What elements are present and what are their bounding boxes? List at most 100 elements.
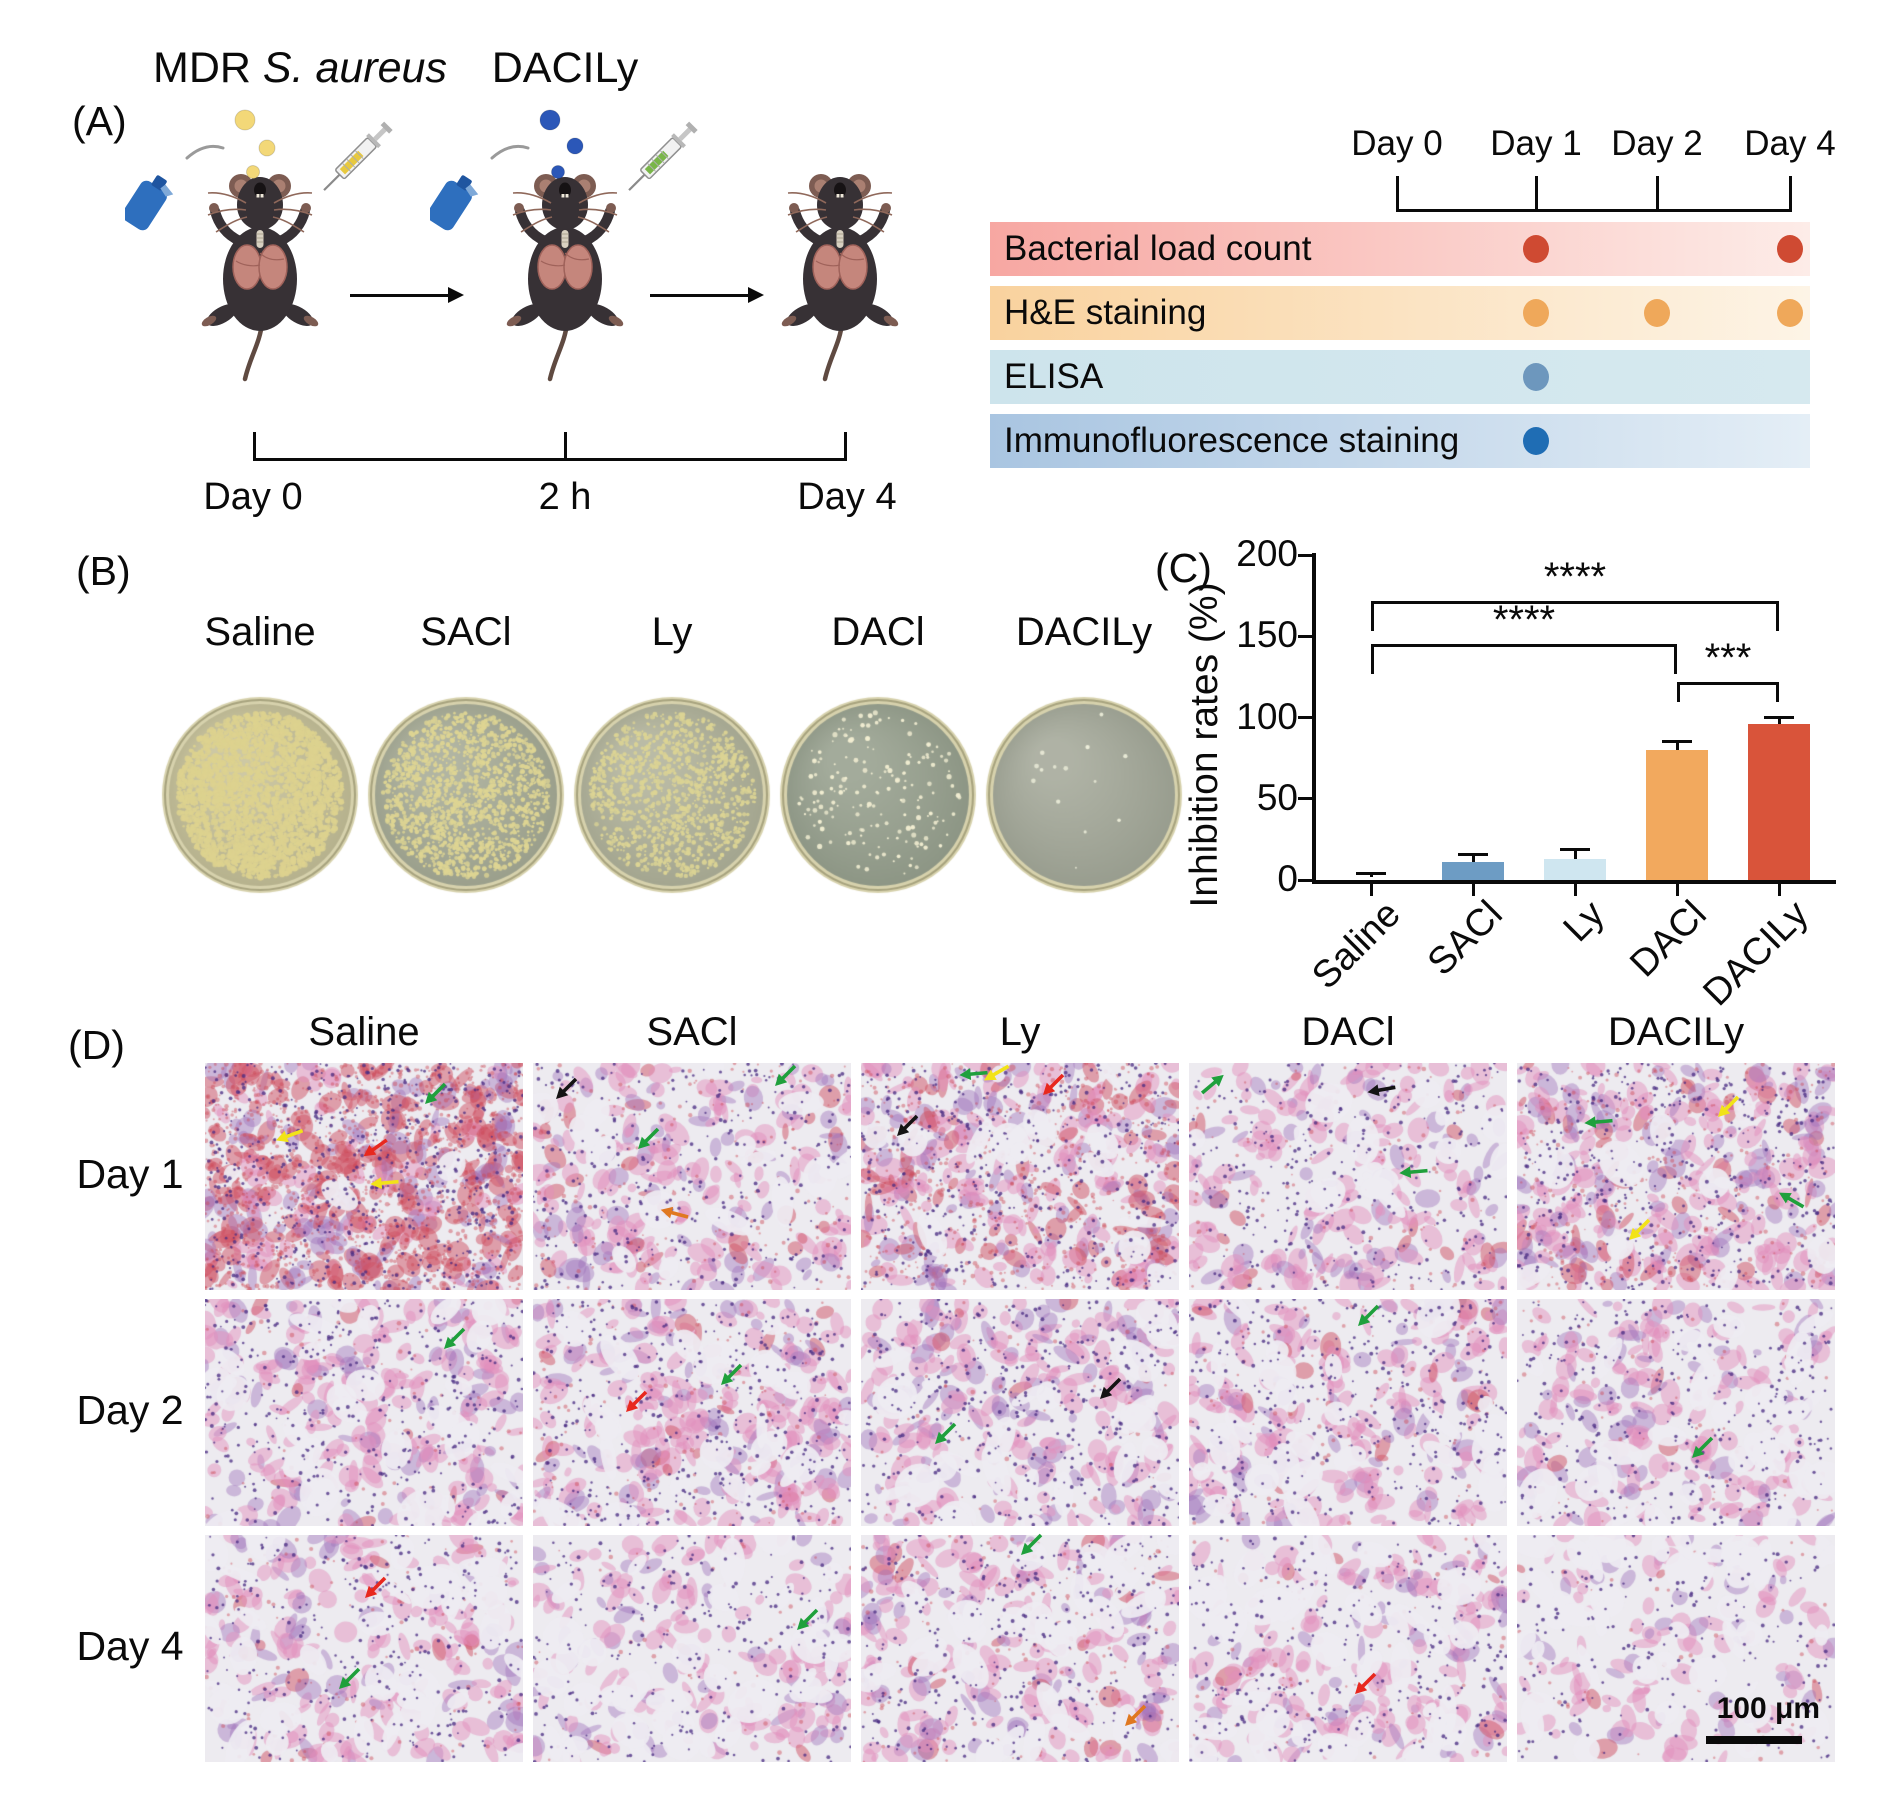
schedule-dot <box>1523 363 1549 391</box>
x-tick-mark <box>1675 883 1679 896</box>
schedule-row-bar: Bacterial load count <box>990 222 1810 276</box>
infection-label: MDR S. aureus <box>140 44 460 93</box>
histology-tile <box>1189 1535 1507 1762</box>
row-label-Day-4: Day 4 <box>76 1622 184 1669</box>
nanoparticle-droplets <box>539 109 584 179</box>
annotation-arrow-black <box>1091 1372 1127 1408</box>
annotation-arrow-green <box>1386 1147 1437 1198</box>
bar-DACILy <box>1748 724 1810 880</box>
histology-tile <box>205 1535 523 1762</box>
annotation-arrow-green <box>712 1358 748 1394</box>
bar-SACl <box>1442 862 1504 880</box>
schedule-row-bar: H&E staining <box>990 286 1810 340</box>
y-axis-line <box>1312 553 1316 883</box>
timeline-label-day0: Day 0 <box>203 476 303 518</box>
spray-stream <box>185 144 225 160</box>
annotation-arrow-green <box>1195 1064 1234 1103</box>
schedule-dot <box>1523 427 1549 455</box>
annotation-arrow-green <box>788 1603 824 1639</box>
mouse-illustration <box>200 174 320 379</box>
histology-tile <box>861 1063 1179 1290</box>
x-axis-line <box>1312 880 1836 884</box>
error-bar-cap <box>1662 740 1692 744</box>
bacteria-droplets <box>234 109 276 179</box>
significance-bracket <box>1674 644 1677 675</box>
histology-tile <box>533 1299 851 1526</box>
column-header-SACl: SACl <box>646 1010 738 1054</box>
annotation-arrow-green <box>1012 1528 1048 1564</box>
histology-tile <box>1517 1299 1835 1526</box>
flow-arrow <box>650 287 764 303</box>
infection-label-prefix: MDR <box>153 44 263 92</box>
annotation-arrow-green <box>1683 1431 1719 1467</box>
dish-label: SACl <box>420 610 512 654</box>
y-tick-mark <box>1298 553 1312 557</box>
schedule-dot <box>1644 299 1670 327</box>
schedule-dot <box>1777 299 1803 327</box>
annotation-arrow-yellow <box>358 1158 409 1209</box>
histology-tile <box>533 1535 851 1762</box>
scale-bar <box>1706 1736 1802 1744</box>
annotation-arrow-red <box>1034 1068 1070 1104</box>
infection-label-species: S. aureus <box>262 44 447 92</box>
schedule-bracket-tick <box>1395 176 1399 212</box>
timeline-tick <box>844 432 847 458</box>
annotation-arrow-red <box>353 1128 395 1170</box>
annotation-arrow-green <box>926 1417 962 1453</box>
histology-tile <box>1517 1535 1835 1762</box>
schedule-row-bar: Immunofluorescence staining <box>990 414 1810 468</box>
dish-label: DACl <box>831 610 925 654</box>
schedule-day-header: Day 2 <box>1611 124 1703 163</box>
histology-tile <box>533 1063 851 1290</box>
schedule-bracket-tick <box>1534 176 1538 212</box>
annotation-arrow-yellow <box>1620 1213 1656 1249</box>
mouse-scene-endpoint <box>705 72 975 392</box>
column-header-Ly: Ly <box>999 1010 1041 1054</box>
panel-a-letter: (A) <box>72 98 127 144</box>
mouse-scene-treatment <box>430 109 698 392</box>
schedule-bracket-tick <box>1655 176 1659 212</box>
dish-label: Saline <box>204 610 316 654</box>
timeline-tick <box>564 432 567 458</box>
histology-tile <box>1189 1299 1507 1526</box>
treatment-label: DACILy <box>491 44 639 92</box>
significance-bracket <box>1371 600 1779 604</box>
schedule-dot <box>1523 235 1549 263</box>
bar-Ly <box>1544 858 1606 880</box>
annotation-arrow-green <box>766 1059 802 1095</box>
annotation-arrow-green <box>629 1122 665 1158</box>
petri-dish-Ly <box>573 696 771 894</box>
histology-tile <box>1517 1063 1835 1290</box>
error-bar-cap <box>1356 872 1386 875</box>
panel-d-letter: (D) <box>68 1022 125 1068</box>
schedule-bracket-line <box>1395 209 1792 212</box>
significance-label: **** <box>1543 554 1607 599</box>
significance-bracket <box>1776 600 1779 631</box>
scale-bar-label: 100 μm <box>1716 1692 1820 1725</box>
petri-dish-DACl <box>779 696 977 894</box>
column-header-DACILy: DACILy <box>1607 1010 1745 1054</box>
y-tick-label: 200 <box>1236 533 1298 574</box>
y-tick-mark <box>1298 634 1312 638</box>
histology-tile <box>1189 1063 1507 1290</box>
annotation-arrow-yellow <box>973 1052 1017 1096</box>
annotation-arrow-orange <box>648 1188 697 1237</box>
x-tick-mark <box>1573 883 1577 896</box>
annotation-arrow-black <box>547 1072 583 1108</box>
annotation-arrow-yellow <box>1709 1090 1745 1126</box>
dish-label: Ly <box>651 610 693 654</box>
annotation-arrow-green <box>435 1322 471 1358</box>
significance-bracket <box>1677 681 1779 685</box>
petri-dish-Saline <box>161 696 359 894</box>
schedule-day-header: Day 0 <box>1351 124 1443 163</box>
significance-bracket <box>1371 644 1374 675</box>
y-tick-mark <box>1298 797 1312 801</box>
schedule-dot <box>1523 299 1549 327</box>
significance-bracket <box>1371 600 1374 631</box>
petri-dish-DACILy <box>985 696 1183 894</box>
annotation-arrow-green <box>1768 1177 1812 1221</box>
schedule-row-bar: ELISA <box>990 350 1810 404</box>
flow-arrow <box>350 287 464 303</box>
annotation-arrow-yellow <box>264 1112 312 1160</box>
x-tick-mark <box>1471 883 1475 896</box>
